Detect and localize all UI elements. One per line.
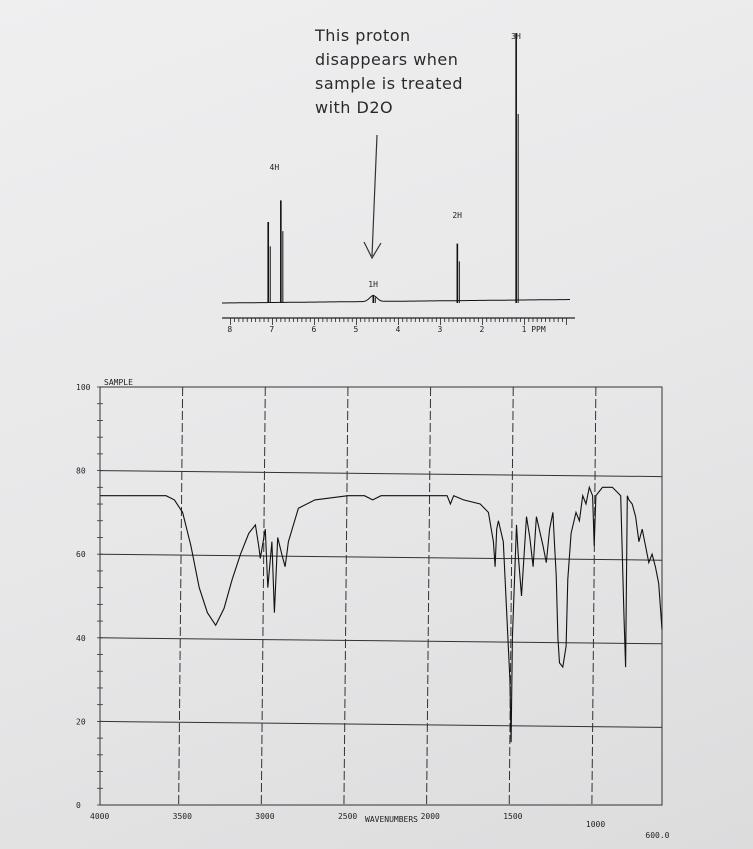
ir-horizontal-gridlines bbox=[99, 470, 663, 728]
nmr-tick-label: 4 bbox=[396, 325, 401, 334]
ir-gridline-v bbox=[260, 386, 266, 806]
ir-gridline-v bbox=[426, 386, 432, 806]
handwritten-annotation: This proton disappears when sample is tr… bbox=[315, 24, 463, 120]
ir-x-tick-label: 1000 bbox=[586, 820, 605, 829]
annotation-line: disappears when bbox=[315, 50, 459, 69]
ir-gridline-v bbox=[178, 386, 184, 806]
ir-gridline-h bbox=[99, 470, 663, 478]
ir-gridline-h bbox=[99, 720, 663, 728]
ir-y-tick-label: 0 bbox=[76, 801, 81, 810]
ir-gridline-h bbox=[99, 637, 663, 645]
annotation-line: This proton bbox=[315, 26, 411, 45]
nmr-tick-label: 2 bbox=[480, 325, 485, 334]
ir-x-tick-label: 2500 bbox=[338, 812, 357, 821]
ir-y-tick-labels: 0 20 40 60 80 100 bbox=[76, 383, 91, 810]
annotation-line: with D2O bbox=[315, 98, 394, 117]
ir-gridline-v bbox=[343, 386, 349, 806]
nmr-tick-label: 3 bbox=[438, 325, 443, 334]
ir-x-tick-label: 600.0 bbox=[645, 831, 669, 840]
ir-vertical-gridlines bbox=[178, 386, 597, 806]
ir-x-tick-label: 1500 bbox=[503, 812, 522, 821]
nmr-integration-label: 4H bbox=[270, 163, 280, 172]
nmr-tick-label: 8 bbox=[227, 325, 232, 334]
nmr-integration-label: 2H bbox=[452, 211, 462, 220]
nmr-spectrum: 8 7 6 5 4 3 2 1 PPM 4H 1H 2H 3H bbox=[222, 32, 575, 334]
ir-plot-frame bbox=[99, 386, 663, 806]
ir-spectrum: 4000 3500 3000 2500 2000 1500 1000 600.0 0 20 40 6… bbox=[76, 378, 670, 840]
ir-y-tick-label: 40 bbox=[76, 634, 86, 643]
nmr-tick-label: 7 bbox=[269, 325, 274, 334]
ir-gridline-v bbox=[508, 386, 514, 806]
nmr-tick-label: 5 bbox=[353, 325, 358, 334]
nmr-peaks bbox=[267, 33, 519, 303]
ir-x-tick-label: 4000 bbox=[90, 812, 109, 821]
annotation-arrow bbox=[363, 134, 382, 260]
ir-title: SAMPLE bbox=[104, 378, 133, 387]
annotation-line: sample is treated bbox=[315, 74, 464, 93]
nmr-tick-label: 6 bbox=[311, 325, 316, 334]
nmr-integration-labels: 4H 1H 2H 3H bbox=[270, 32, 521, 289]
ir-x-tick-label: 3000 bbox=[255, 812, 274, 821]
ir-x-tick-labels: 4000 3500 3000 2500 2000 1500 1000 600.0 bbox=[90, 812, 670, 840]
nmr-integration-label: 3H bbox=[511, 32, 521, 41]
ir-gridline-h bbox=[99, 553, 663, 561]
ir-gridline-v bbox=[591, 386, 597, 806]
nmr-minor-ticks bbox=[230, 318, 567, 325]
ir-y-tick-label: 80 bbox=[76, 467, 86, 476]
nmr-trace bbox=[222, 295, 570, 304]
nmr-tick-labels: 8 7 6 5 4 3 2 1 PPM bbox=[227, 325, 545, 334]
nmr-integration-label: 1H bbox=[368, 280, 378, 289]
ir-y-minor-ticks bbox=[97, 386, 103, 806]
ir-x-axis-label: WAVENUMBERS bbox=[365, 815, 418, 824]
ir-transmittance-trace bbox=[100, 485, 663, 743]
nmr-tick-label: 1 PPM bbox=[522, 325, 546, 334]
ir-y-tick-label: 20 bbox=[76, 717, 86, 726]
ir-y-tick-label: 60 bbox=[76, 550, 86, 559]
ir-y-tick-label: 100 bbox=[76, 383, 91, 392]
ir-x-tick-label: 2000 bbox=[421, 812, 440, 821]
ir-x-tick-label: 3500 bbox=[173, 812, 192, 821]
